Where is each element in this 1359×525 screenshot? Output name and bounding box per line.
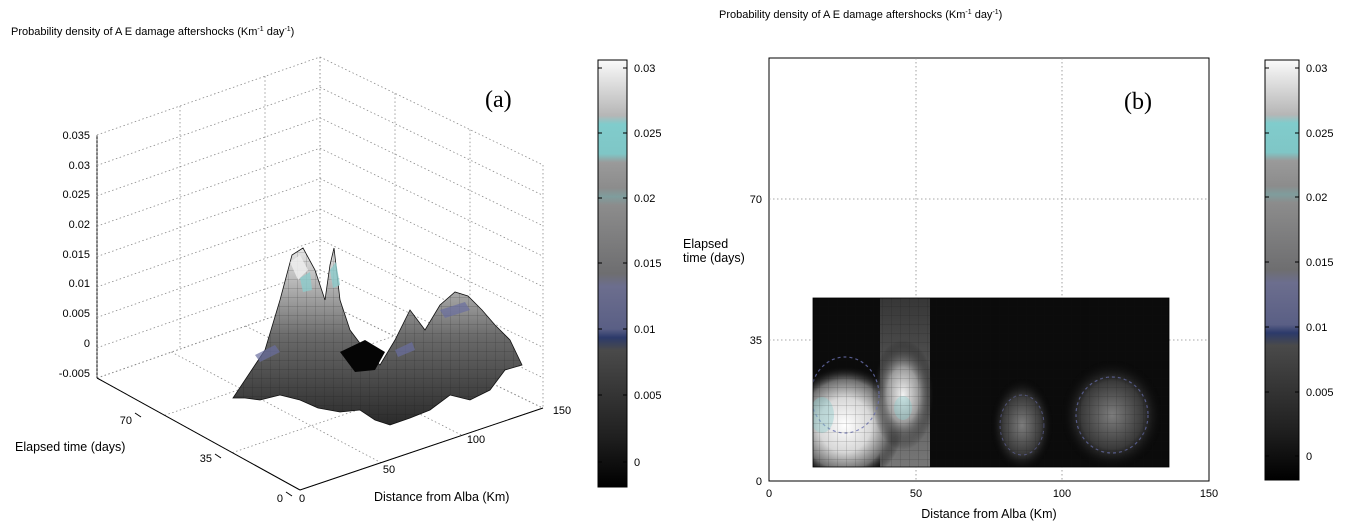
- colorbar-tick: 0.01: [634, 324, 655, 336]
- z-tick: 0.03: [69, 160, 90, 172]
- panel-b-y-label-line2: time (days): [683, 251, 745, 265]
- colorbar-tick: 0.015: [1306, 257, 1334, 269]
- z-tick: 0.01: [69, 278, 90, 290]
- y-tick: 35: [750, 335, 762, 347]
- colorbar-tick: 0: [1306, 451, 1312, 463]
- panel-b-heatmap: [812, 297, 1170, 468]
- gridline: [96, 269, 321, 349]
- colorbar-tick: 0.03: [634, 63, 655, 75]
- dist-tick: 100: [467, 434, 485, 446]
- panel-a-time-ticks: 70 35 0: [120, 415, 283, 505]
- colorbar-tick: 0.005: [1306, 387, 1334, 399]
- panel-a-dist-ticks: 0 50 100 150: [299, 405, 571, 505]
- colorbar-tick: 0.025: [634, 128, 662, 140]
- dist-tick: 50: [383, 464, 395, 476]
- dist-tick: 150: [553, 405, 571, 417]
- z-tick: 0: [84, 338, 90, 350]
- panel-a-surface: [232, 247, 523, 426]
- gridline: [96, 87, 321, 166]
- time-tick: 0: [277, 493, 283, 505]
- gridline: [319, 269, 544, 379]
- colorbar-tick: 0.005: [634, 390, 662, 402]
- gridline: [319, 178, 544, 287]
- panel-a-3d-box: [96, 56, 544, 497]
- panel-b-y-ticks: 70 35 0: [750, 194, 762, 488]
- time-tick: 35: [200, 453, 212, 465]
- gridline: [96, 178, 321, 257]
- colorbar-tick: 0.025: [1306, 128, 1334, 140]
- gridline: [96, 117, 321, 197]
- z-tick: 0.015: [62, 249, 90, 261]
- gridline: [319, 208, 544, 318]
- y-tick: 70: [750, 194, 762, 206]
- panel-b-tag: (b): [1124, 89, 1152, 115]
- z-tick: 0.005: [62, 308, 90, 320]
- panel-a: Probability density of A E damage afters…: [11, 26, 662, 505]
- colorbar-tick: 0.01: [1306, 322, 1327, 334]
- panel-b-y-label-line1: Elapsed: [683, 237, 728, 251]
- colorbar-tick: 0.02: [1306, 192, 1327, 204]
- z-tick: -0.005: [59, 368, 90, 380]
- x-tick: 0: [766, 488, 772, 500]
- gridline: [299, 407, 544, 491]
- time-tick: 70: [120, 415, 132, 427]
- gridline: [214, 453, 222, 459]
- panel-a-time-label: Elapsed time (days): [15, 440, 125, 454]
- dist-tick: 0: [299, 493, 305, 505]
- gridline: [319, 147, 544, 257]
- panel-b-title: Probability density of A E damage afters…: [719, 9, 1002, 21]
- panel-a-tag: (a): [485, 87, 512, 113]
- gridline: [96, 56, 321, 136]
- gridline: [319, 117, 544, 227]
- panel-b-colorbar: 0.03 0.025 0.02 0.015 0.01 0.005 0: [1264, 59, 1334, 481]
- panel-b-axes: [768, 57, 1210, 482]
- x-tick: 150: [1200, 488, 1218, 500]
- panel-a-title: Probability density of A E damage afters…: [11, 26, 294, 38]
- colorbar-tick: 0.02: [634, 193, 655, 205]
- gridline: [96, 147, 321, 227]
- y-tick: 0: [756, 476, 762, 488]
- panel-a-z-ticks: 0.035 0.03 0.025 0.02 0.015 0.01 0.005 0…: [59, 130, 90, 380]
- gridline: [134, 412, 142, 418]
- x-tick: 50: [910, 488, 922, 500]
- colorbar-tick: 0.015: [634, 258, 662, 270]
- gridline: [319, 299, 544, 409]
- colorbar-tick: 0: [634, 457, 640, 469]
- gridline: [96, 239, 321, 318]
- gridline: [96, 208, 321, 288]
- z-tick: 0.02: [69, 219, 90, 231]
- panel-a-colorbar: 0.03 0.025 0.02 0.015 0.01 0.005 0: [597, 59, 662, 488]
- gridline: [319, 56, 544, 166]
- gridline: [285, 491, 293, 497]
- gridline: [96, 377, 301, 491]
- colorbar-tick: 0.03: [1306, 63, 1327, 75]
- gridline: [319, 87, 544, 196]
- gridline: [319, 239, 544, 348]
- z-tick: 0.035: [62, 130, 90, 142]
- z-tick: 0.025: [62, 189, 90, 201]
- panel-b-x-ticks: 0 50 100 150: [766, 488, 1218, 500]
- panel-b: Probability density of A E damage afters…: [683, 9, 1334, 521]
- panel-a-dist-label: Distance from Alba (Km): [374, 490, 509, 504]
- x-tick: 100: [1053, 488, 1071, 500]
- panel-b-x-label: Distance from Alba (Km): [921, 507, 1056, 521]
